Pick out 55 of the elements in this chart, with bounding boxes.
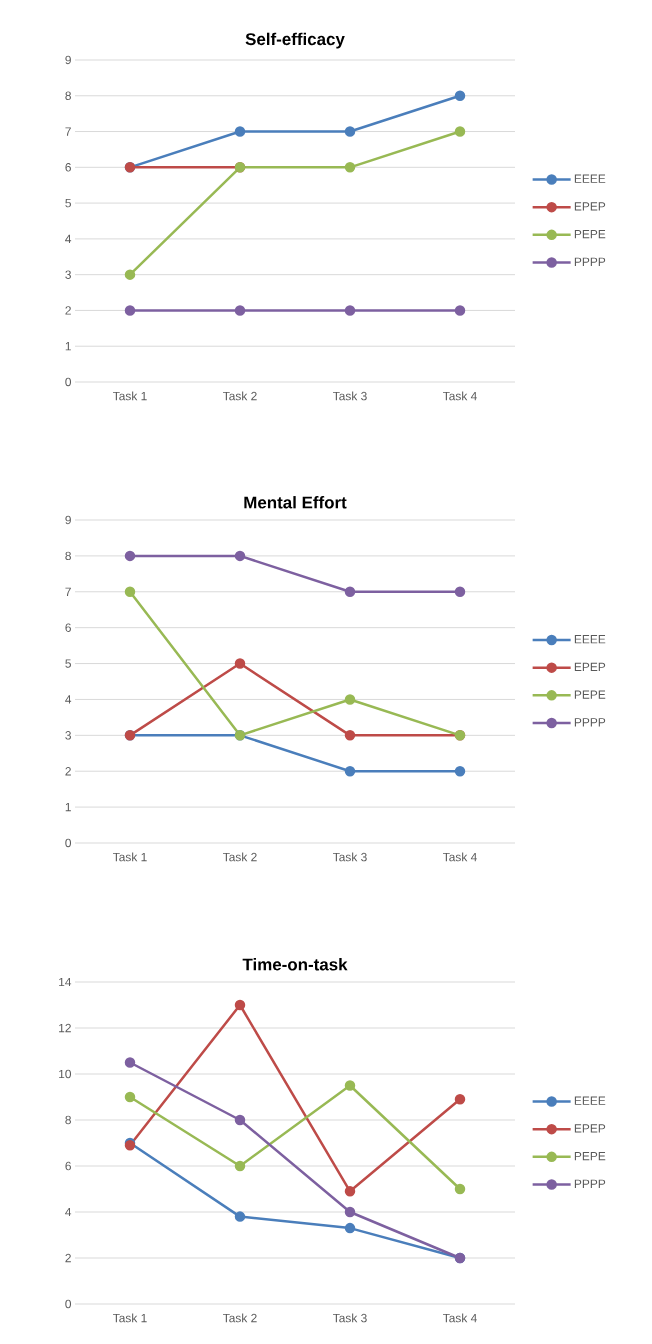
y-tick-label: 1 (65, 803, 71, 812)
legend-label: PPPP (574, 257, 606, 266)
x-tick-label: Task 4 (442, 1313, 477, 1323)
y-tick-label: 4 (65, 1207, 72, 1217)
x-tick-label: Task 3 (332, 391, 367, 401)
y-tick-label: 3 (65, 270, 71, 279)
legend-label: PEPE (574, 1152, 606, 1161)
y-tick-label: 3 (65, 731, 71, 740)
x-tick-label: Task 1 (112, 391, 147, 401)
x-tick-label: Task 2 (222, 852, 257, 862)
y-tick-label: 9 (65, 515, 71, 525)
legend-label: PPPP (574, 1179, 606, 1188)
y-tick-label: 8 (65, 91, 71, 100)
legend-label: EEEE (574, 1096, 606, 1105)
y-tick-label: 5 (65, 198, 71, 208)
y-tick-label: 0 (65, 377, 72, 387)
y-tick-label: 8 (65, 1115, 71, 1125)
chart-title: Mental Effort (244, 496, 347, 509)
x-tick-label: Task 2 (222, 1313, 257, 1323)
x-tick-label: Task 3 (332, 852, 367, 862)
y-tick-label: 4 (65, 695, 72, 704)
y-tick-label: 12 (59, 1023, 71, 1033)
legend-label: EEEE (574, 174, 606, 183)
y-tick-label: 6 (65, 163, 71, 172)
y-tick-label: 10 (59, 1069, 72, 1079)
y-tick-label: 5 (65, 659, 71, 668)
y-tick-label: 2 (65, 767, 71, 776)
y-tick-label: 0 (65, 1299, 72, 1309)
legend-label: PEPE (574, 229, 606, 239)
y-tick-label: 1 (65, 342, 71, 351)
x-tick-label: Task 3 (332, 1313, 367, 1323)
y-tick-label: 8 (65, 551, 71, 561)
y-tick-label: 2 (65, 306, 71, 315)
y-tick-label: 6 (65, 1161, 71, 1171)
legend-label: PEPE (574, 690, 606, 699)
y-tick-label: 14 (59, 977, 72, 987)
legend-label: EPEP (574, 202, 606, 211)
y-tick-label: 9 (65, 55, 71, 65)
x-tick-label: Task 4 (442, 391, 477, 401)
legend-label: EEEE (574, 635, 606, 644)
x-tick-label: Task 2 (222, 391, 257, 401)
y-tick-label: 6 (65, 623, 71, 632)
chart-title: Self-efficacy (245, 32, 345, 49)
y-tick-label: 2 (65, 1253, 71, 1263)
legend-label: EPEP (574, 1124, 606, 1133)
chart-title: Time-on-task (242, 958, 348, 971)
x-tick-label: Task 1 (112, 1313, 147, 1323)
y-tick-label: 7 (65, 127, 71, 136)
legend-label: EPEP (574, 662, 606, 672)
y-tick-label: 7 (65, 587, 71, 596)
y-tick-label: 0 (65, 838, 72, 848)
x-tick-label: Task 1 (112, 852, 147, 862)
y-tick-label: 4 (65, 234, 72, 243)
x-tick-label: Task 4 (442, 852, 477, 862)
legend-label: PPPP (574, 718, 606, 727)
